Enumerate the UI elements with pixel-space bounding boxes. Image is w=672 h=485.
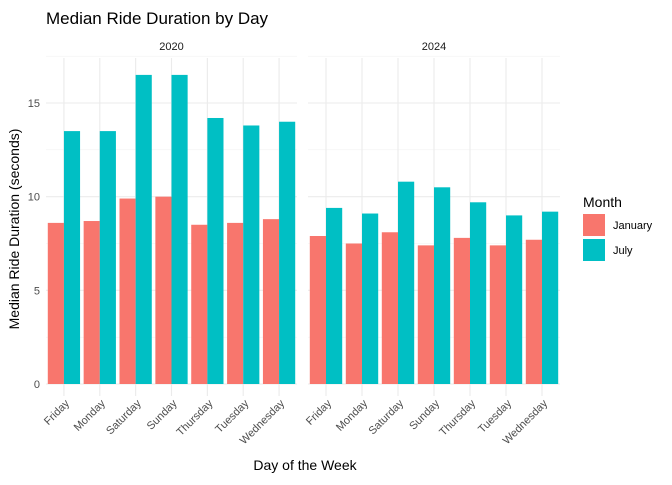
bar-january-wednesday [525,239,542,384]
bar-july-thursday [470,202,487,384]
legend: Month January July [583,194,653,261]
panel-label: 2024 [422,41,446,53]
bar-july-monday [362,213,379,384]
x-tick-label: Saturday [104,397,144,437]
bar-july-monday [99,131,116,384]
y-tick-label: 15 [28,98,40,110]
x-tick-label: Sunday [145,397,180,432]
bar-july-friday [63,131,81,384]
bar-july-wednesday [542,211,559,384]
bar-january-tuesday [489,245,506,384]
bar-july-wednesday [279,121,296,384]
x-tick-label: Sunday [407,397,442,432]
bar-january-friday [47,222,64,384]
bar-january-monday [345,243,362,384]
bar-january-saturday [119,198,136,384]
bar-january-thursday [191,224,208,384]
bar-july-sunday [171,74,188,385]
bar-january-thursday [453,237,470,384]
bar-july-thursday [207,117,224,384]
bar-july-friday [326,207,343,384]
legend-label-july: July [613,245,633,257]
bar-january-saturday [381,232,398,384]
bar-july-saturday [135,74,152,385]
bar-july-tuesday [243,125,260,384]
x-axis-title: Day of the Week [253,457,357,473]
chart-title: Median Ride Duration by Day [46,9,269,28]
legend-key-july [583,239,605,261]
y-tick-label: 5 [34,285,40,297]
legend-label-january: January [613,220,653,232]
legend-key-january [583,214,605,236]
bar-january-tuesday [227,222,244,384]
bar-january-sunday [417,245,434,384]
x-tick-label: Monday [72,397,109,434]
legend-title: Month [583,194,622,210]
panel-label: 2020 [159,41,183,53]
y-tick-label: 10 [28,192,40,204]
bar-january-friday [309,236,326,384]
x-tick-label: Saturday [367,397,407,437]
bar-july-saturday [398,181,415,384]
bar-january-wednesday [262,219,280,384]
x-tick-label: Thursday [175,397,216,438]
y-axis: 0 5 10 15 [28,98,40,391]
y-tick-label: 0 [34,379,40,391]
y-axis-title: Median Ride Duration (seconds) [6,129,22,330]
bar-july-sunday [434,187,451,384]
x-tick-label: Monday [334,397,371,434]
bar-january-sunday [155,196,172,384]
x-tick-label: Friday [304,397,334,427]
x-tick-label: Friday [42,397,72,427]
bar-july-tuesday [506,215,523,384]
bar-january-monday [83,221,100,384]
x-tick-label: Thursday [437,397,478,438]
